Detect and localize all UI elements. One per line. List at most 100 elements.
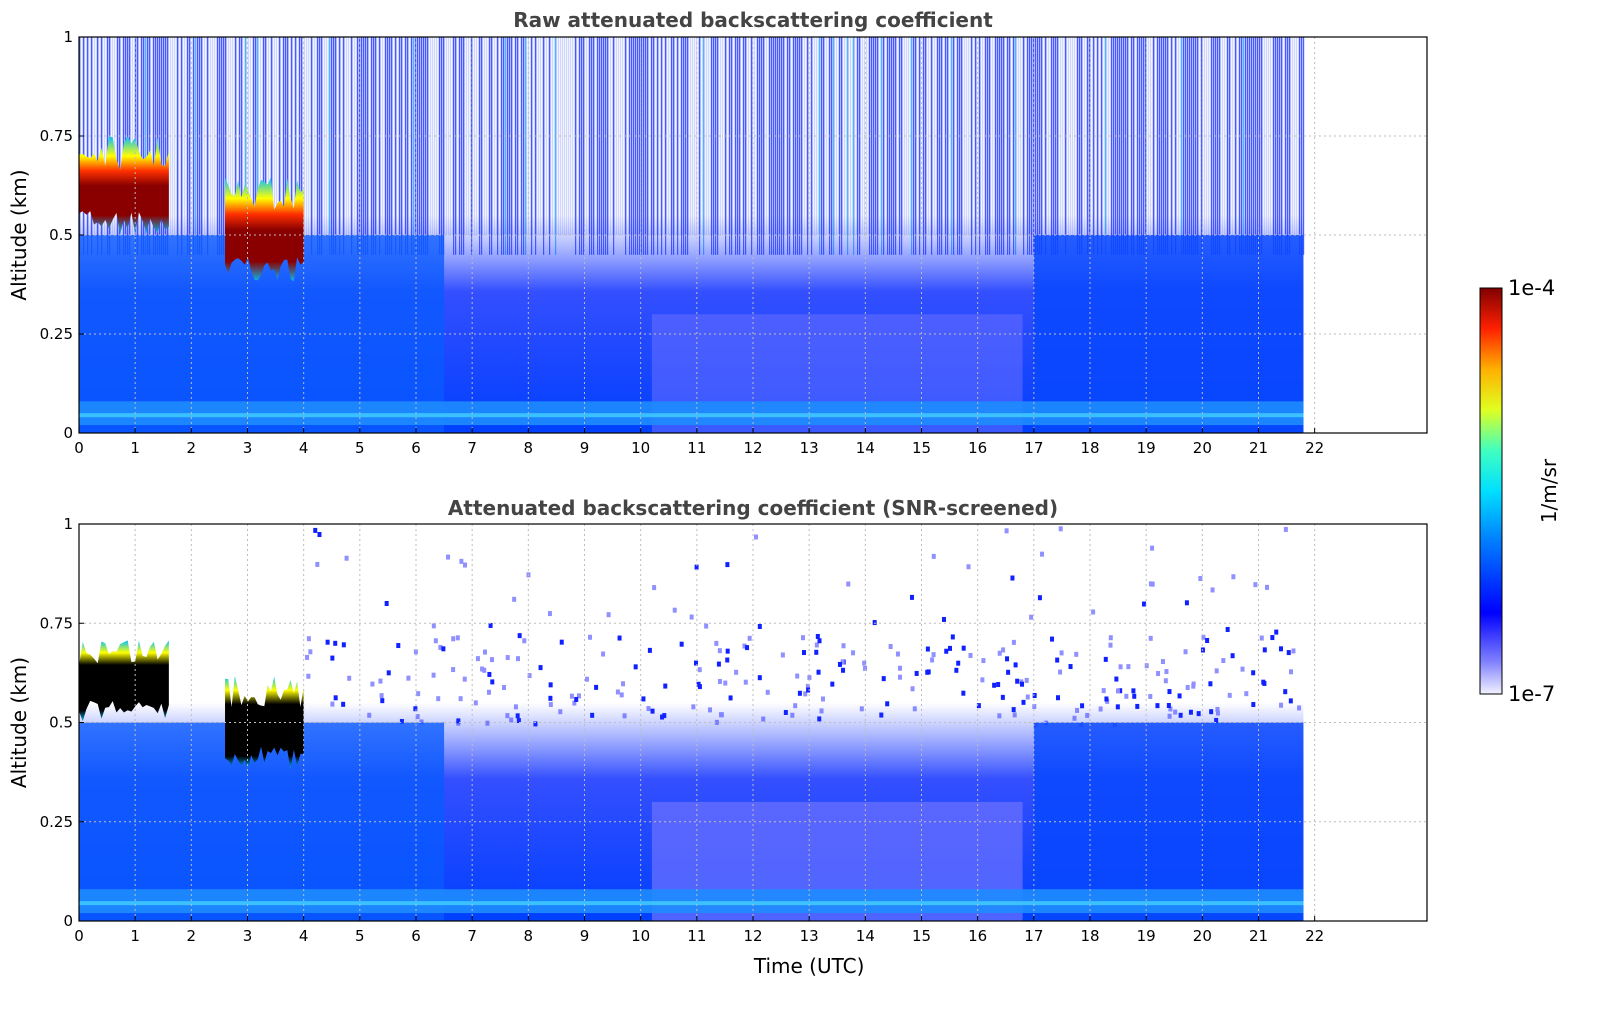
noise-stripe [581,37,583,255]
noise-stripe [699,37,701,255]
screened-pixel [619,692,624,698]
noise-stripe [1185,37,1187,255]
noise-stripe [383,37,385,255]
screened-pixel [1025,694,1030,700]
screened-pixel [486,689,491,695]
noise-stripe [1237,37,1239,255]
noise-stripe [249,37,251,255]
noise-stripe [995,37,997,255]
screened-pixel [725,562,730,568]
noise-stripe [1303,37,1305,255]
noise-stripe [679,37,681,255]
noise-stripe [761,37,763,255]
noise-stripe [277,37,279,255]
screened-pixel [815,633,820,639]
noise-stripe [1043,37,1045,255]
noise-stripe [1069,37,1071,255]
noise-stripe [1243,37,1245,255]
x-tick-label: 14 [856,439,875,457]
noise-stripe [1271,37,1273,255]
noise-stripe [235,37,237,255]
noise-stripe [971,37,973,255]
noise-stripe [515,37,517,255]
noise-stripe [1125,37,1127,255]
screened-pixel [1103,656,1108,662]
screened-pixel [547,611,552,617]
noise-stripe [897,37,899,255]
y-tick-label: 0.25 [40,813,73,831]
noise-stripe [927,37,929,255]
screened-pixel [846,581,851,587]
noise-stripe [117,37,119,255]
noise-stripe [709,37,711,255]
x-tick-label: 21 [1249,927,1268,945]
noise-stripe [141,37,143,255]
x-tick-label: 15 [912,927,931,945]
noise-stripe [939,37,941,255]
noise-stripe [555,37,557,255]
noise-stripe [289,37,291,255]
y-tick-label: 0.5 [49,226,73,244]
noise-stripe [189,37,191,255]
noise-stripe [103,37,105,255]
noise-stripe [789,37,791,255]
screened-pixel [714,640,719,646]
noise-stripe [799,37,801,255]
screened-pixel [1210,587,1215,593]
noise-stripe [1283,37,1285,255]
noise-stripe [145,37,147,255]
noise-stripe [481,37,483,255]
noise-stripe [1177,37,1179,255]
screened-pixel [1020,681,1025,687]
noise-stripe [365,37,367,255]
noise-stripe [337,37,339,255]
screened-pixel [742,643,747,649]
noise-stripe [933,37,935,255]
noise-stripe [237,37,239,255]
noise-stripe [1065,37,1067,255]
screened-pixel [1278,646,1283,652]
x-tick-label: 13 [800,439,819,457]
noise-stripe [377,37,379,255]
noise-stripe [889,37,891,255]
screened-pixel [487,671,492,677]
noise-stripe [1141,37,1143,255]
noise-stripe [681,37,683,255]
screened-pixel [516,656,521,662]
noise-stripe [411,37,413,255]
noise-stripe [817,37,819,255]
screened-pixel [1142,601,1147,607]
x-tick-label: 12 [743,439,762,457]
noise-stripe [1067,37,1069,255]
screened-pixel [1148,635,1153,641]
noise-stripe [1231,37,1233,255]
noise-stripe [95,37,97,255]
noise-stripe [443,37,445,255]
noise-stripe [651,37,653,255]
screened-pixel [1183,649,1188,655]
noise-stripe [527,37,529,255]
screened-pixel [795,673,800,679]
noise-stripe [1027,37,1029,255]
noise-stripe [1245,37,1247,255]
x-tick-label: 15 [912,439,931,457]
noise-stripe [671,37,673,255]
screened-pixel [574,696,579,702]
noise-stripe [1005,37,1007,255]
screened-pixel [1148,581,1153,587]
screened-pixel [1108,642,1113,648]
x-tick-label: 19 [1137,927,1156,945]
screened-pixel [1283,689,1288,695]
x-tick-label: 0 [74,927,84,945]
noise-stripe [779,37,781,255]
noise-stripe [183,37,185,255]
x-tick-label: 3 [243,927,253,945]
noise-stripe [339,37,341,255]
screened-pixel [1225,626,1230,632]
noise-stripe [1071,37,1073,255]
x-tick-label: 16 [968,927,987,945]
noise-stripe [459,37,461,255]
noise-stripe [795,37,797,255]
screened-pixel [1231,574,1236,580]
noise-stripe [969,37,971,255]
